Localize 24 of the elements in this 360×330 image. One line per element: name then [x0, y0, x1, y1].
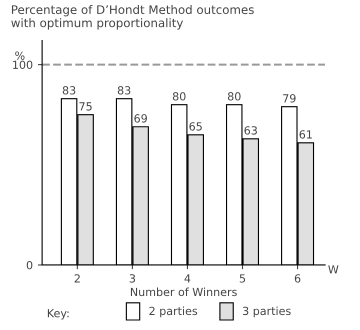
legend-label: 3 parties	[242, 306, 291, 318]
legend-label: 2 parties	[149, 306, 198, 318]
x-tick-label: 2	[74, 274, 80, 282]
text: W	[328, 265, 338, 274]
y-tick-label: 0	[26, 260, 32, 270]
data-label: 69	[134, 114, 147, 123]
x-axis-title: Number of Winners	[130, 288, 237, 296]
data-label: 63	[244, 126, 257, 135]
chart-title: Percentage of D’Hondt Method outcomes with optimum proportionality	[11, 4, 254, 30]
legend-title: Key:	[48, 309, 69, 320]
data-label: 83	[118, 86, 130, 95]
data-label: 75	[79, 102, 92, 111]
data-label: 83	[62, 86, 76, 95]
data-label: 80	[172, 92, 186, 101]
x-tick-label: 6	[294, 274, 300, 283]
y-axis-title: %	[15, 51, 25, 60]
x-tick-label: 3	[130, 274, 136, 283]
data-label: 61	[300, 130, 312, 139]
x-tick-label: 4	[184, 274, 190, 282]
data-label: 65	[189, 122, 202, 131]
x-tick-label: 5	[240, 274, 246, 283]
data-label: 80	[228, 92, 241, 101]
y-tick-label: 100	[13, 60, 32, 70]
data-label: 79	[283, 94, 296, 103]
